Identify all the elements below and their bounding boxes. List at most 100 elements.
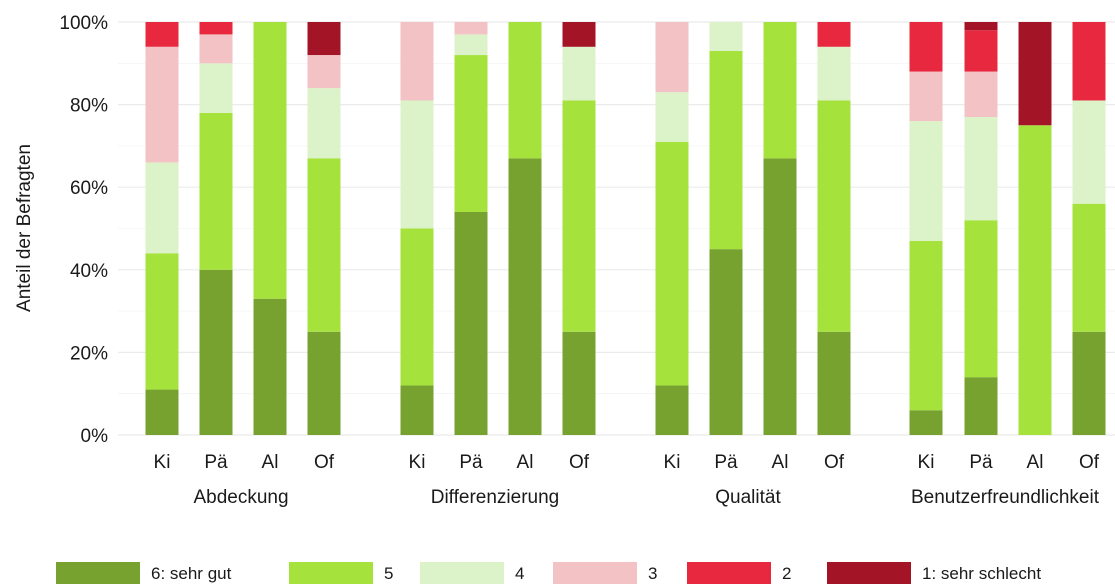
bar-segment <box>562 22 596 47</box>
bar-segment <box>709 50 743 250</box>
bar-segment <box>817 331 851 435</box>
x-tick-label: Ki <box>918 452 935 473</box>
bar-segment <box>199 112 233 270</box>
bar-segment <box>1072 203 1106 332</box>
bar-segment <box>817 46 851 101</box>
legend: 6: sehr gut 5 4 3 2 1: sehr schlecht <box>56 562 1041 584</box>
legend-key <box>827 562 911 584</box>
x-group-label: Benutzerfreundlichkeit <box>911 487 1100 508</box>
bar-segment <box>199 34 233 64</box>
bar-segment <box>655 22 689 93</box>
bar-segment <box>145 46 179 163</box>
y-tick-label: 60% <box>70 178 108 199</box>
x-tick-label: Of <box>569 452 590 473</box>
bar-segment <box>817 22 851 47</box>
bar-segment <box>199 22 233 35</box>
bar-segment <box>1018 22 1052 126</box>
legend-label: 1: sehr schlecht <box>922 564 1041 583</box>
bar-segment <box>964 71 998 117</box>
bar-segment <box>562 100 596 332</box>
bar-segment <box>562 46 596 101</box>
bar-segment <box>909 71 943 122</box>
legend-label: 4 <box>515 564 524 583</box>
bar-segment <box>307 331 341 435</box>
x-tick-label: Pä <box>459 452 483 473</box>
legend-label: 5 <box>384 564 393 583</box>
bar-segment <box>909 22 943 72</box>
bar-segment <box>1072 331 1106 435</box>
bar-segment <box>817 100 851 332</box>
bar-segment <box>508 22 542 159</box>
bar-layer <box>145 22 1106 436</box>
x-tick-label: Al <box>1027 452 1044 473</box>
x-tick-label: Al <box>772 452 789 473</box>
bar-segment <box>709 249 743 435</box>
legend-label: 6: sehr gut <box>151 564 232 583</box>
x-group-label: Differenzierung <box>431 487 560 508</box>
legend-key <box>553 562 637 584</box>
bar-segment <box>307 22 341 56</box>
x-axis: Ki Pä Al Of Abdeckung Ki Pä Al Of Differenzierung… <box>154 452 1100 508</box>
bar-segment <box>655 141 689 386</box>
legend-key <box>289 562 373 584</box>
bar-segment <box>400 22 434 101</box>
legend-label: 3 <box>648 564 657 583</box>
y-tick-label: 0% <box>81 426 109 447</box>
bar-segment <box>1072 100 1106 204</box>
bar-segment <box>1072 22 1106 101</box>
bar-segment <box>655 92 689 142</box>
bar-segment <box>909 121 943 241</box>
bar-segment <box>909 410 943 435</box>
bar-segment <box>763 22 797 159</box>
bar-segment <box>763 158 797 436</box>
bar-segment <box>454 34 488 56</box>
bar-segment <box>400 385 434 435</box>
bar-segment <box>253 22 287 299</box>
y-tick-label: 80% <box>70 96 108 117</box>
bar-segment <box>199 269 233 435</box>
bar-segment <box>964 116 998 221</box>
x-group-label: Qualität <box>715 487 781 508</box>
x-group-label: Abdeckung <box>193 487 288 508</box>
bar-segment <box>655 385 689 435</box>
bar-segment <box>145 389 179 435</box>
x-tick-label: Pä <box>969 452 993 473</box>
bar-segment <box>307 88 341 159</box>
bar-segment <box>909 240 943 411</box>
x-tick-label: Pä <box>714 452 738 473</box>
y-axis-label: Anteil der Befragten <box>14 144 35 312</box>
x-tick-label: Pä <box>204 452 228 473</box>
y-axis: 0% 20% 40% 60% 80% 100% <box>59 13 108 447</box>
bar-segment <box>964 377 998 435</box>
x-tick-label: Al <box>262 452 279 473</box>
y-tick-label: 100% <box>59 13 108 34</box>
bar-segment <box>145 162 179 254</box>
x-tick-label: Ki <box>409 452 426 473</box>
bar-segment <box>562 331 596 435</box>
bar-segment <box>964 220 998 378</box>
y-tick-label: 20% <box>70 343 108 364</box>
bar-segment <box>307 158 341 332</box>
bar-segment <box>454 22 488 35</box>
x-tick-label: Of <box>314 452 335 473</box>
legend-label: 2 <box>782 564 791 583</box>
x-tick-label: Ki <box>664 452 681 473</box>
y-tick-label: 40% <box>70 261 108 282</box>
x-tick-label: Of <box>1079 452 1100 473</box>
bar-segment <box>307 55 341 89</box>
bar-segment <box>454 211 488 435</box>
bar-segment <box>1018 125 1052 435</box>
legend-key <box>420 562 504 584</box>
bar-segment <box>145 22 179 47</box>
bar-segment <box>964 22 998 31</box>
bar-segment <box>145 253 179 390</box>
bar-segment <box>709 22 743 51</box>
legend-key <box>56 562 140 584</box>
x-tick-label: Al <box>517 452 534 473</box>
bar-segment <box>400 100 434 229</box>
legend-key <box>687 562 771 584</box>
bar-segment <box>253 298 287 435</box>
bar-segment <box>454 55 488 212</box>
